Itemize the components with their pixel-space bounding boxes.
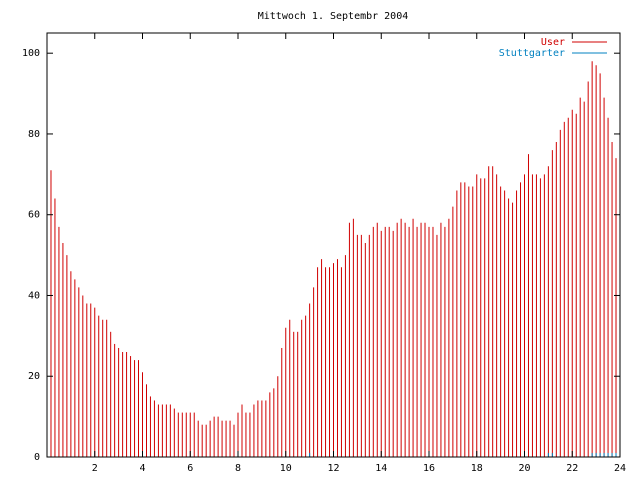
x-tick-label: 12	[327, 463, 339, 474]
legend-label: User	[541, 37, 565, 48]
x-tick-label: 16	[423, 463, 435, 474]
x-tick-label: 22	[566, 463, 578, 474]
y-tick-label: 20	[28, 371, 40, 382]
x-tick-label: 14	[375, 463, 387, 474]
x-tick-label: 18	[471, 463, 483, 474]
x-tick-label: 2	[92, 463, 98, 474]
y-tick-label: 60	[28, 210, 40, 221]
x-tick-label: 6	[187, 463, 193, 474]
x-tick-label: 20	[518, 463, 530, 474]
y-tick-label: 0	[34, 452, 40, 463]
x-tick-label: 10	[280, 463, 292, 474]
y-tick-label: 80	[28, 129, 40, 140]
x-tick-label: 4	[139, 463, 145, 474]
chart-title: Mittwoch 1. Septembr 2004	[258, 11, 409, 22]
x-tick-label: 8	[235, 463, 241, 474]
y-tick-label: 40	[28, 290, 40, 301]
legend-label: Stuttgarter	[499, 48, 565, 59]
y-tick-label: 100	[22, 48, 40, 59]
x-tick-label: 24	[614, 463, 626, 474]
